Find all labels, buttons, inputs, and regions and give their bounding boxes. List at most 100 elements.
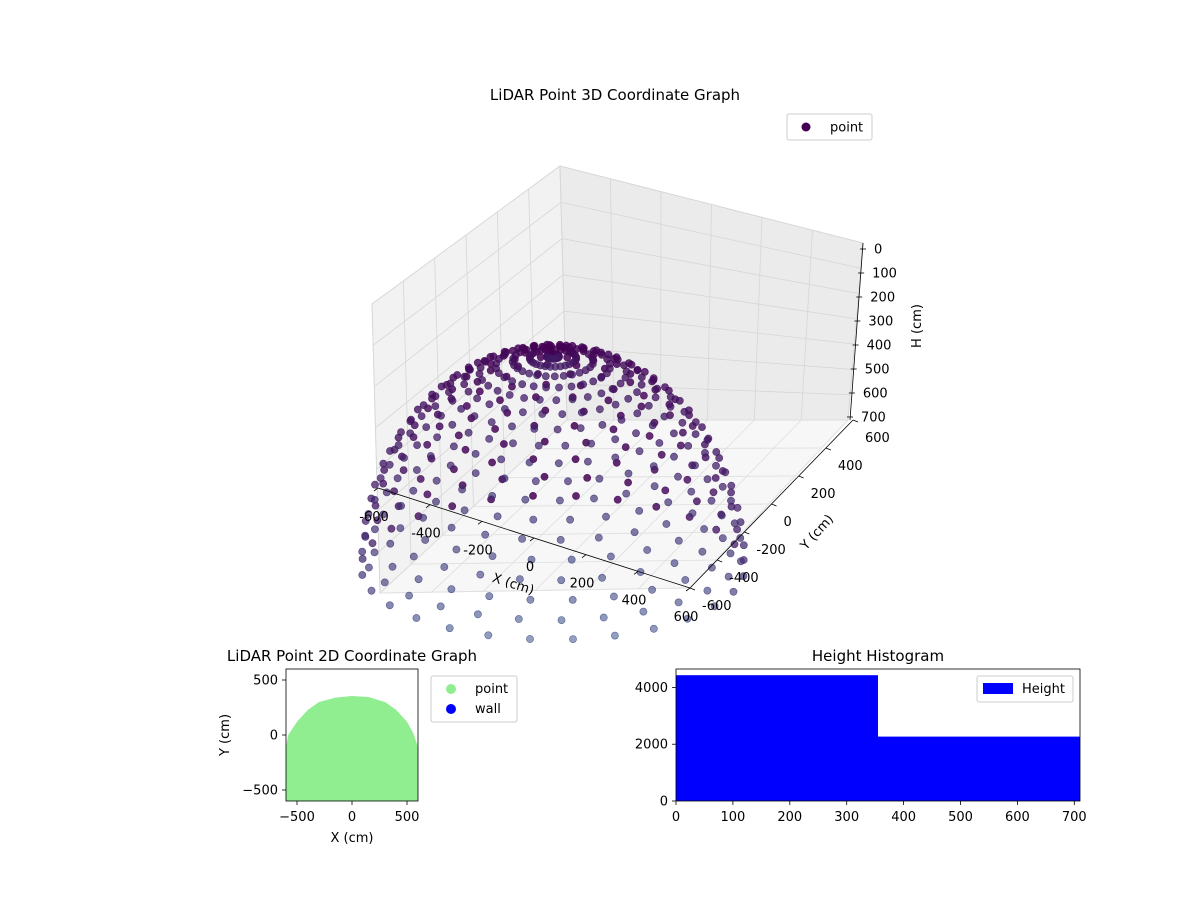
- point-3d: [693, 497, 701, 506]
- point-3d: [494, 369, 503, 377]
- point-3d: [531, 477, 540, 486]
- z-tick-label-3d: 400: [867, 339, 892, 354]
- grid-line: [473, 503, 770, 507]
- point-3d: [617, 415, 626, 424]
- point-3d: [521, 495, 530, 504]
- y-tick-label-histogram: 0: [660, 795, 668, 810]
- point-3d: [598, 573, 606, 582]
- point-3d: [516, 575, 524, 583]
- point-3d: [361, 533, 370, 541]
- z-tick-label-3d: 200: [870, 291, 895, 306]
- point-3d: [679, 428, 687, 437]
- point-3d: [598, 420, 607, 429]
- point-3d: [358, 555, 367, 563]
- point-3d: [707, 496, 716, 505]
- point-3d: [458, 485, 466, 494]
- point-3d: [597, 350, 606, 359]
- point-3d: [385, 460, 394, 469]
- point-3d: [509, 439, 517, 448]
- point-3d: [500, 350, 509, 359]
- point-3d: [675, 396, 684, 405]
- point-3d: [533, 371, 541, 380]
- point-3d: [367, 586, 376, 595]
- point-3d: [358, 547, 367, 556]
- point-3d: [388, 562, 397, 571]
- point-3d: [500, 373, 509, 382]
- point-3d: [596, 405, 604, 414]
- point-3d: [406, 417, 415, 426]
- point-3d: [613, 495, 622, 504]
- point-3d: [590, 494, 598, 503]
- legend-2d: point wall: [430, 675, 518, 723]
- point-3d: [500, 405, 509, 413]
- points-2d-area: [286, 696, 418, 801]
- point-3d: [597, 389, 606, 398]
- point-3d: [454, 431, 463, 440]
- ticks-3d: -600-400-2000200400600-600-400-200020040…: [359, 243, 897, 626]
- point-3d: [684, 441, 693, 450]
- grid-line: [707, 204, 712, 421]
- point-3d: [556, 496, 564, 505]
- point-3d: [529, 382, 538, 391]
- point-3d: [632, 429, 640, 438]
- point-3d: [520, 394, 528, 402]
- point-3d: [446, 461, 455, 470]
- histogram-bar: [676, 675, 878, 801]
- point-3d: [473, 394, 481, 403]
- point-3d: [666, 392, 675, 401]
- point-3d: [413, 405, 422, 414]
- y-axis-label-2d: Y (cm): [218, 714, 233, 757]
- point-3d: [417, 412, 426, 420]
- point-3d: [460, 380, 469, 389]
- x-tick-label-2d: 0: [348, 810, 356, 825]
- y-tick-label-3d: -600: [702, 599, 732, 614]
- point-3d: [527, 555, 536, 564]
- point-3d: [493, 386, 502, 395]
- grid-line: [800, 230, 813, 421]
- point-3d: [364, 510, 373, 518]
- point-3d: [633, 388, 641, 396]
- point-3d: [736, 534, 745, 542]
- point-3d: [557, 576, 566, 585]
- point-3d: [730, 540, 739, 549]
- point-3d: [368, 539, 377, 548]
- point-3d: [651, 393, 660, 402]
- grid-line: [411, 559, 717, 565]
- point-3d: [703, 436, 712, 444]
- plot-area-2d: [286, 696, 418, 801]
- point-3d: [406, 429, 415, 438]
- legend-2d-marker-point: [446, 684, 456, 694]
- point-3d: [644, 401, 653, 410]
- point-3d: [683, 614, 692, 623]
- point-3d: [556, 536, 565, 544]
- point-3d: [688, 509, 697, 518]
- point-3d: [691, 461, 699, 470]
- point-3d: [387, 524, 396, 533]
- point-3d: [655, 439, 664, 447]
- point-3d: [583, 473, 592, 482]
- point-3d: [674, 472, 682, 481]
- legend-3d: point: [786, 113, 873, 141]
- y-tick-3d: [825, 447, 831, 451]
- point-3d: [721, 468, 730, 477]
- x-tick-3d: [581, 554, 587, 558]
- point-3d: [385, 601, 394, 610]
- y-tick-label-histogram: 2000: [635, 738, 668, 753]
- point-3d: [493, 512, 502, 521]
- point-3d: [397, 501, 405, 510]
- histogram-bars: [676, 675, 1080, 801]
- point-3d: [529, 491, 537, 500]
- point-3d: [630, 528, 639, 537]
- point-3d: [649, 462, 658, 470]
- point-3d: [681, 576, 690, 584]
- point-3d: [577, 408, 586, 417]
- point-3d: [476, 570, 485, 579]
- point-3d: [709, 488, 718, 497]
- point-3d: [666, 402, 675, 411]
- point-3d: [637, 373, 646, 382]
- point-3d: [621, 373, 630, 382]
- point-3d: [674, 598, 683, 607]
- point-3d: [487, 418, 496, 426]
- point-3d: [525, 458, 534, 467]
- point-3d: [485, 400, 494, 409]
